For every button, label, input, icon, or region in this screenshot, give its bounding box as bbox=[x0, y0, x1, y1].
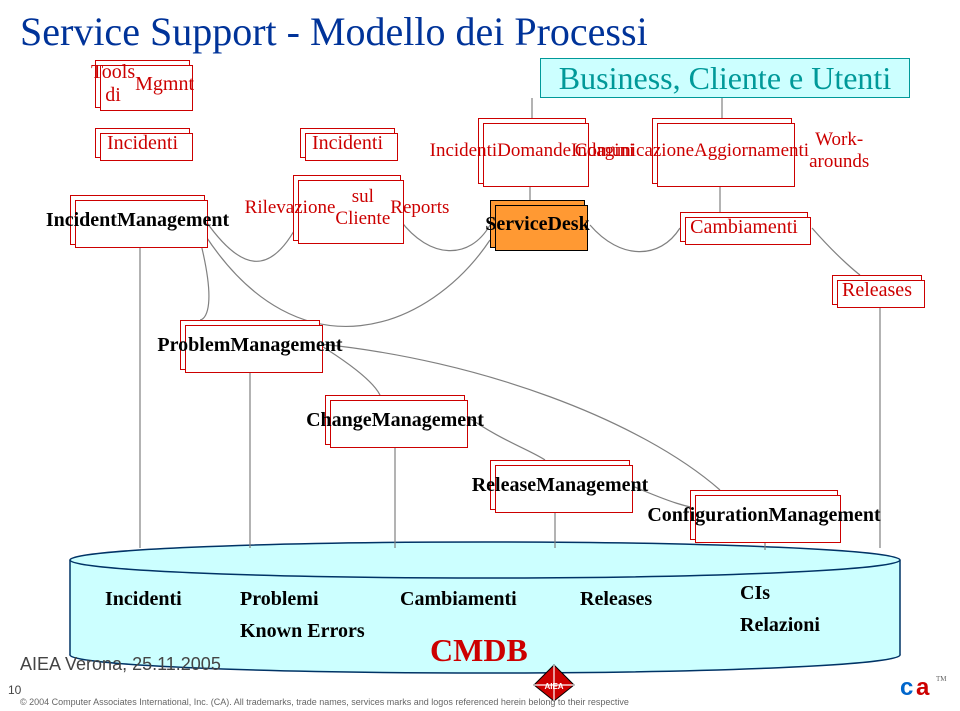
svg-text:c: c bbox=[900, 674, 913, 701]
box-incidenti-left: Incidenti bbox=[95, 128, 190, 158]
db-label-known-errors: Known Errors bbox=[240, 620, 365, 643]
db-label-incidenti: Incidenti bbox=[105, 588, 182, 611]
db-label-cambiamenti: Cambiamenti bbox=[400, 588, 517, 611]
db-label-problemi: Problemi bbox=[240, 588, 319, 611]
box-incidenti-mid: Incidenti bbox=[300, 128, 395, 158]
box-service-desk: ServiceDesk bbox=[490, 200, 585, 248]
event-caption: AIEA Verona, 25.11.2005 bbox=[20, 654, 221, 675]
box-incidenti-domande: IncidentiDomandeIndagini bbox=[478, 118, 586, 184]
db-label-releases: Releases bbox=[580, 588, 652, 611]
box-releases-box: Releases bbox=[832, 275, 922, 305]
svg-text:AIEA: AIEA bbox=[544, 682, 563, 691]
svg-text:a: a bbox=[916, 674, 930, 701]
box-comunicazione: ComunicazioneAggiornamentiWork-arounds bbox=[652, 118, 792, 184]
db-label-cmdb: CMDB bbox=[430, 632, 528, 669]
box-business: Business, Cliente e Utenti bbox=[540, 58, 910, 98]
box-cambiamenti: Cambiamenti bbox=[680, 212, 808, 242]
db-label-cis: CIs bbox=[740, 582, 770, 605]
aiea-logo: AIEA bbox=[530, 663, 578, 703]
ca-logo: c a TM bbox=[898, 669, 948, 703]
box-config-mgmt: ConfigurationManagement bbox=[690, 490, 838, 540]
box-problem-mgmt: ProblemManagement bbox=[180, 320, 320, 370]
box-rilevazione: Rilevazionesul ClienteReports bbox=[293, 175, 401, 241]
box-change-mgmt: ChangeManagement bbox=[325, 395, 465, 445]
box-tools-mgmnt: Tools diMgmnt bbox=[95, 60, 190, 108]
db-label-relazioni: Relazioni bbox=[740, 614, 820, 637]
svg-text:TM: TM bbox=[936, 675, 947, 683]
page-title: Service Support - Modello dei Processi bbox=[20, 8, 648, 55]
box-release-mgmt: ReleaseManagement bbox=[490, 460, 630, 510]
box-incident-mgmt: IncidentManagement bbox=[70, 195, 205, 245]
page-number: 10 bbox=[8, 683, 21, 697]
